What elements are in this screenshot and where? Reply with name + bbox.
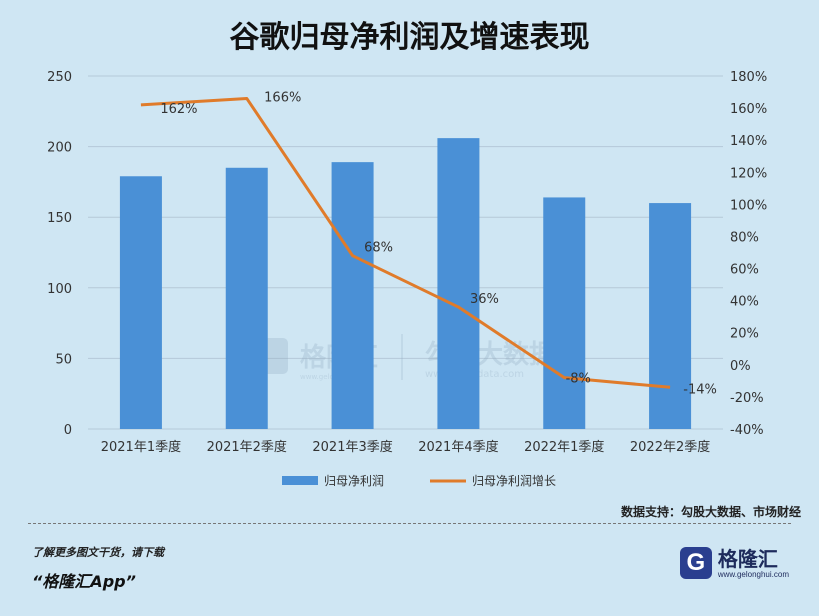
logo-g-icon: G: [679, 547, 712, 579]
y-right-tick-label: 180%: [730, 70, 767, 85]
data-label: 162%: [160, 102, 197, 117]
y-right-tick-label: 20%: [730, 327, 759, 342]
y-right-tick-label: 0%: [730, 359, 751, 374]
footer-note: 了解更多图文干货，请下载: [32, 546, 164, 559]
legend-bar-swatch: [282, 476, 318, 485]
bar: [543, 197, 586, 429]
legend-line-label: 归母净利润增长: [472, 474, 556, 488]
data-source: 数据支持：勾股大数据、市场财经: [620, 505, 801, 519]
chart: 格隆汇 www.gelonghui.com 勾股大数据 www.gogudata…: [47, 70, 767, 488]
bar: [119, 176, 162, 429]
y-right-tick-label: 60%: [730, 263, 759, 278]
y-right-tick-label: 40%: [730, 295, 759, 310]
y-left-tick-label: 0: [64, 423, 72, 438]
y-right-tick-label: 100%: [730, 198, 767, 213]
data-label: -14%: [683, 382, 717, 397]
bar-series: [119, 138, 692, 430]
y-right-tick-label: 140%: [730, 134, 767, 149]
grid: [88, 75, 723, 430]
y-left-tick-label: 100: [47, 282, 72, 297]
data-label: 36%: [470, 292, 499, 307]
legend-bar-label: 归母净利润: [324, 474, 384, 488]
y-right-tick-label: 160%: [730, 102, 767, 117]
x-tick-label: 2021年4季度: [418, 439, 498, 455]
x-tick-label: 2021年1季度: [101, 439, 181, 455]
y-right-tick-label: 80%: [730, 230, 759, 245]
bar: [331, 162, 374, 429]
bar: [649, 203, 692, 429]
y-right-tick-label: 120%: [730, 166, 767, 181]
y-right-tick-label: -20%: [730, 391, 764, 406]
y-left-tick-label: 50: [55, 352, 72, 367]
x-tick-label: 2021年3季度: [312, 439, 392, 455]
y-right-tick-label: -40%: [730, 423, 764, 438]
data-label: 68%: [364, 241, 393, 256]
line-series: 162% 166% 68% 36% -8% -14%: [140, 90, 717, 397]
data-label: -8%: [566, 372, 591, 387]
x-tick-label: 2022年2季度: [630, 439, 710, 455]
growth-line: [140, 96, 671, 389]
legend: 归母净利润 归母净利润增长: [282, 474, 556, 488]
brand-logo[interactable]: G 格隆汇 www.gelonghui.com: [679, 546, 789, 579]
x-tick-label: 2021年2季度: [207, 439, 287, 455]
bar: [437, 138, 480, 430]
y-left-tick-label: 200: [47, 141, 72, 156]
footer-app-name: “格隆汇App”: [32, 572, 136, 591]
data-label: 166%: [264, 90, 301, 105]
x-tick-label: 2022年1季度: [524, 439, 604, 455]
y-left-tick-label: 250: [47, 70, 72, 85]
bar: [225, 167, 268, 429]
logo-name: 格隆汇: [717, 546, 778, 571]
divider: [28, 523, 791, 524]
y-left-tick-label: 150: [47, 211, 72, 226]
axes: 0 50 100 150 200 250 -40% -20% 0% 20% 40% 60% 80% 100…: [47, 70, 767, 455]
logo-url: www.gelonghui.com: [717, 569, 789, 579]
chart-title: 谷歌归母净利润及增速表现: [229, 20, 590, 55]
